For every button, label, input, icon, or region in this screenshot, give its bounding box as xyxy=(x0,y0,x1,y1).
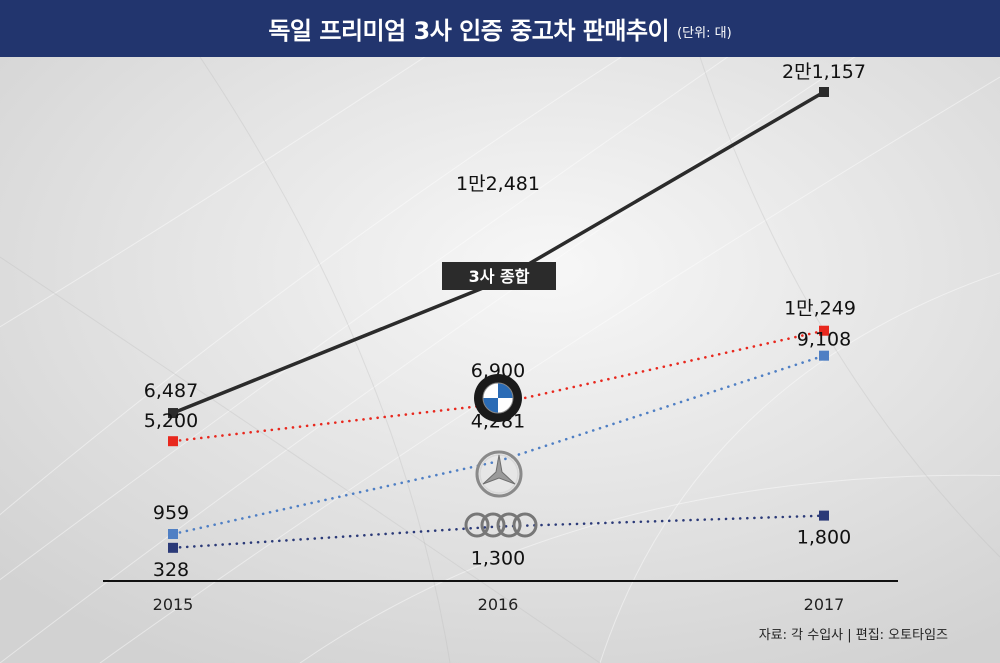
marker-mercedes-2017 xyxy=(819,350,829,361)
chart-title: 독일 프리미엄 3사 인증 중고차 판매추이 xyxy=(268,17,670,45)
marker-mercedes-2015 xyxy=(168,529,178,540)
source-note: 자료: 각 수입사 | 편집: 오토타임즈 xyxy=(758,628,948,643)
data-label-total-2017: 2만1,157 xyxy=(782,61,866,83)
marker-total-2015 xyxy=(168,408,178,419)
x-tick-label: 2017 xyxy=(804,595,845,614)
data-label-mercedes-2017: 9,108 xyxy=(797,329,851,351)
audi-logo-icon xyxy=(464,512,538,538)
data-label-bmw-2015: 5,200 xyxy=(144,410,198,432)
total-series-name: 3사 종합 xyxy=(469,267,530,286)
data-label-audi-2017: 1,800 xyxy=(797,527,851,549)
mercedes-logo-icon xyxy=(475,450,523,498)
marker-bmw-2017 xyxy=(819,325,829,336)
marker-audi-2017 xyxy=(819,510,829,521)
data-label-bmw-2016: 6,900 xyxy=(471,360,525,382)
data-label-bmw-2017: 1만,249 xyxy=(784,298,856,320)
x-tick-label: 2016 xyxy=(478,595,519,614)
header-bar: 독일 프리미엄 3사 인증 중고차 판매추이 (단위: 대) xyxy=(0,0,1000,57)
data-label-audi-2015: 328 xyxy=(153,559,189,581)
x-tick-label: 2015 xyxy=(153,595,194,614)
data-label-total-2016: 1만2,481 xyxy=(456,173,540,195)
data-label-audi-2016: 1,300 xyxy=(471,548,525,570)
data-label-mercedes-2015: 959 xyxy=(153,502,189,524)
marker-total-2017 xyxy=(819,87,829,97)
bmw-logo-icon xyxy=(474,374,522,422)
marker-audi-2015 xyxy=(168,542,178,553)
unit-label: (단위: 대) xyxy=(677,26,732,41)
data-label-total-2015: 6,487 xyxy=(144,380,198,402)
marker-bmw-2015 xyxy=(168,436,178,447)
total-series-label-box xyxy=(442,262,556,290)
